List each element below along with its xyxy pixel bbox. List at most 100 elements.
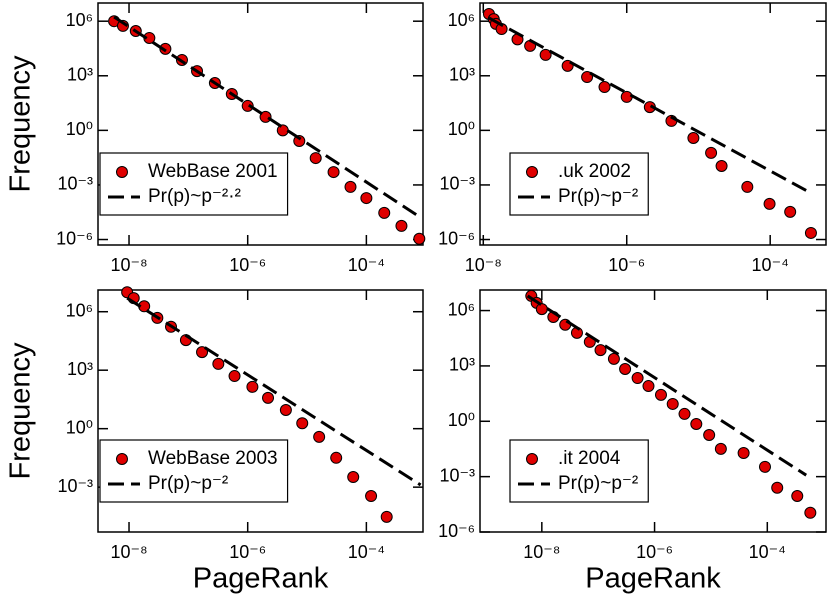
- data-point: [365, 490, 378, 503]
- data-point: [737, 447, 750, 460]
- legend-box: [509, 152, 649, 216]
- y-tick-label: 10⁻³: [439, 465, 475, 485]
- data-point: [791, 490, 804, 503]
- plot-frame: [479, 289, 827, 533]
- legend-marker: [526, 453, 538, 465]
- legend-label: .uk 2002: [558, 161, 631, 182]
- y-tick-label: 10³: [449, 355, 475, 375]
- data-point: [296, 417, 309, 430]
- data-point: [327, 166, 340, 179]
- data-point: [771, 481, 784, 494]
- y-tick-label: 10⁰: [66, 417, 93, 437]
- x-tick-label: 10⁻⁸: [523, 542, 560, 562]
- data-point: [293, 135, 306, 148]
- legend-marker: [116, 453, 128, 465]
- data-point: [262, 391, 275, 404]
- fit-line: [126, 296, 422, 487]
- x-tick-label: 10⁻⁶: [229, 542, 266, 562]
- fit-line: [526, 294, 808, 477]
- data-point: [380, 510, 393, 523]
- data-point: [678, 407, 691, 420]
- data-point: [631, 372, 644, 385]
- data-point: [598, 81, 611, 94]
- data-point: [715, 159, 728, 172]
- data-point: [594, 344, 607, 357]
- y-tick-label: 10⁶: [448, 10, 475, 30]
- x-tick-label: 10⁻⁴: [749, 542, 786, 562]
- data-point: [241, 99, 254, 112]
- data-point: [196, 346, 209, 359]
- data-point: [758, 460, 771, 473]
- data-point: [666, 397, 679, 410]
- legend-box: [99, 439, 289, 503]
- data-point: [607, 352, 620, 365]
- data-point: [619, 363, 632, 376]
- x-tick-label: 10⁻⁶: [636, 542, 673, 562]
- data-point: [784, 205, 797, 218]
- data-point: [642, 380, 655, 393]
- data-point: [309, 152, 322, 165]
- data-point: [330, 451, 343, 464]
- data-point: [804, 226, 817, 239]
- data-point: [313, 430, 326, 443]
- legend-label: WebBase 2003: [148, 448, 278, 469]
- x-tick-label: 10⁻⁶: [608, 255, 645, 275]
- data-point: [228, 370, 241, 383]
- panel: 10⁻⁸ 10⁻⁶ 10⁻⁴ 10⁻⁶ 10⁻³ 10⁰ 10³ 10⁶ PageRank .it…: [438, 289, 827, 595]
- y-tick-label: 10⁻⁶: [56, 228, 93, 248]
- data-point: [703, 429, 716, 442]
- y-tick-label: 10³: [449, 65, 475, 85]
- x-axis-label: PageRank: [585, 563, 721, 595]
- legend-label: Pr(p)~p⁻²: [558, 186, 638, 207]
- y-tick-label: 10⁰: [448, 410, 475, 430]
- legend: WebBase 2001 Pr(p)~p⁻²·²: [99, 152, 289, 216]
- data-point: [620, 90, 633, 103]
- data-point: [705, 146, 718, 159]
- y-tick-label: 10⁻³: [57, 174, 93, 194]
- data-point: [687, 132, 700, 145]
- y-axis-label: Frequency: [5, 342, 37, 480]
- data-point: [344, 180, 357, 193]
- y-tick-label: 10³: [67, 65, 93, 85]
- x-axis-label: PageRank: [193, 563, 329, 595]
- x-tick-label: 10⁻⁶: [229, 255, 266, 275]
- plot-frame: [479, 2, 827, 246]
- y-tick-label: 10⁻⁶: [438, 521, 475, 541]
- plot-frame: [97, 2, 424, 246]
- x-tick-label: 10⁻⁴: [348, 542, 385, 562]
- y-tick-label: 10⁻³: [57, 476, 93, 496]
- legend: WebBase 2003 Pr(p)~p⁻²: [99, 439, 289, 503]
- legend-label: Pr(p)~p⁻²·²: [148, 186, 241, 207]
- legend-label: Pr(p)~p⁻²: [558, 473, 638, 494]
- data-point: [360, 192, 373, 205]
- data-point: [535, 303, 548, 316]
- data-point: [804, 506, 817, 519]
- legend: .uk 2002 Pr(p)~p⁻²: [509, 152, 649, 216]
- plot-frame: [97, 289, 424, 533]
- legend-marker: [526, 166, 538, 178]
- data-point: [395, 219, 408, 232]
- data-point: [413, 232, 426, 245]
- fit-line: [113, 15, 423, 220]
- x-tick-label: 10⁻⁸: [465, 255, 502, 275]
- data-point: [279, 403, 292, 416]
- fit-line: [488, 16, 812, 195]
- y-tick-label: 10⁶: [448, 299, 475, 319]
- data-point: [763, 197, 776, 210]
- data-point: [690, 418, 703, 431]
- y-axis-label: Frequency: [5, 55, 37, 193]
- panel: 10⁻⁸ 10⁻⁶ 10⁻⁴ 10⁻⁶ 10⁻³ 10⁰ 10³ 10⁶ Frequency We…: [5, 2, 426, 275]
- data-point: [246, 380, 259, 393]
- data-point: [347, 471, 360, 484]
- legend-box: [509, 439, 649, 503]
- panel: 10⁻⁸ 10⁻⁶ 10⁻⁴ 10⁻⁶ 10⁻³ 10⁰ 10³ 10⁶ .uk 2002 Pr(…: [438, 2, 827, 275]
- y-tick-label: 10⁶: [66, 10, 93, 30]
- data-point: [741, 180, 754, 193]
- y-tick-label: 10⁶: [66, 300, 93, 320]
- y-tick-label: 10³: [67, 359, 93, 379]
- data-point: [378, 206, 391, 219]
- x-tick-label: 10⁻⁴: [348, 255, 385, 275]
- legend-box: [99, 152, 289, 216]
- data-point: [654, 388, 667, 401]
